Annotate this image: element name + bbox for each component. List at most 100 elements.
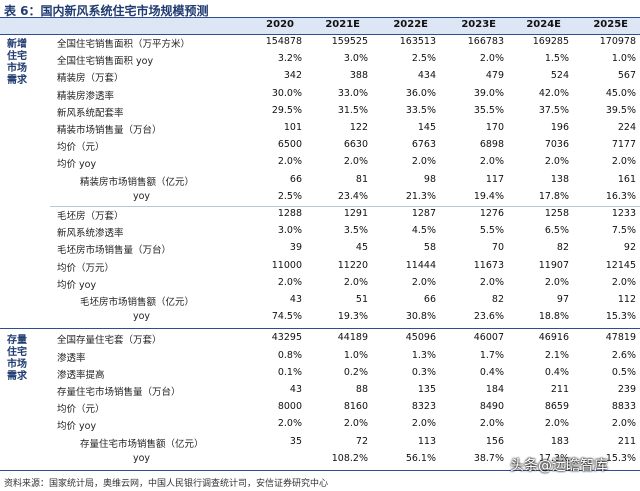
row-label: 渗透率 [57, 352, 86, 364]
cell: 51 [355, 294, 368, 305]
cell: 17.3% [538, 452, 569, 464]
cell: 2.0% [479, 156, 504, 168]
cell: 3.2% [277, 53, 302, 65]
cell: 1288 [277, 208, 302, 219]
cell: 163513 [399, 36, 436, 47]
cell: 7.5% [611, 225, 636, 237]
column-header: 2023E [461, 19, 496, 30]
cell: 56.1% [405, 452, 436, 464]
cell: 0.3% [411, 366, 436, 378]
cell: 6763 [411, 139, 436, 151]
row-label: 毛坯房市场销售额（亿元） [80, 297, 195, 308]
cell: 11220 [337, 259, 368, 271]
cell: 156 [485, 435, 504, 447]
cell: 117 [485, 173, 504, 185]
cell: 43 [289, 294, 302, 305]
cell: 8490 [479, 401, 504, 413]
cell: 1.0% [611, 53, 636, 65]
cell: 15.3% [605, 311, 636, 323]
cell: 2.5% [277, 190, 302, 202]
cell: 1233 [611, 208, 636, 219]
cell: 6500 [277, 139, 302, 151]
cell: 74.5% [271, 311, 302, 323]
table-row: yoy 2.5% 23.4% 21.3% 19.4% 17.8% 16.3% [0, 189, 640, 206]
cell: 2.6% [611, 349, 636, 361]
cell: 211 [550, 384, 569, 395]
cell: 135 [417, 384, 436, 395]
cell: 43295 [271, 332, 302, 344]
table-row: yoy 108.2% 56.1% 38.7% 17.3% 15.3% [0, 451, 640, 468]
cell: 6898 [479, 139, 504, 151]
group-label: 存量住宅市场需求 [7, 335, 27, 383]
cell: 434 [417, 70, 436, 82]
column-header: 2025E [593, 19, 628, 30]
cell: 0.4% [479, 366, 504, 378]
cell: 43 [289, 384, 302, 395]
row-label: 均价 yoy [57, 159, 97, 171]
row-label: 新风系统渗透率 [57, 228, 124, 240]
cell: 2.0% [544, 418, 569, 430]
cell: 31.5% [337, 104, 368, 116]
cell: 35.5% [473, 104, 504, 116]
row-label: 渗透率提高 [57, 369, 105, 381]
cell: 479 [485, 70, 504, 82]
column-header: 2020 [266, 19, 294, 30]
row-label: 均价（元） [57, 142, 105, 154]
table-row: 毛坯房市场销售量（万台） 39 45 58 70 82 92 [0, 240, 640, 257]
cell: 2.0% [343, 276, 368, 288]
cell: 1276 [479, 208, 504, 219]
table-row: 精装房渗透率 30.0% 33.0% 36.0% 39.0% 42.0% 45.0% [0, 86, 640, 103]
divider [50, 206, 640, 207]
row-label: 均价 yoy [57, 421, 97, 433]
cell: 2.0% [544, 156, 569, 168]
table-row: 毛坯房市场销售额（亿元） 43 51 66 82 97 112 [0, 292, 640, 309]
cell: 2.0% [277, 156, 302, 168]
cell: 145 [417, 122, 436, 133]
table-row: 均价（元） 6500 6630 6763 6898 7036 7177 [0, 137, 640, 154]
cell: 2.1% [544, 349, 569, 361]
cell: 38.7% [473, 452, 504, 464]
cell: 166783 [467, 36, 504, 47]
cell: 2.0% [611, 156, 636, 168]
cell: 19.4% [473, 190, 504, 202]
cell: 2.5% [411, 53, 436, 65]
row-label: yoy [133, 190, 151, 202]
cell: 170 [485, 122, 504, 133]
table-row: yoy 74.5% 19.3% 30.8% 23.6% 18.8% 15.3% [0, 309, 640, 326]
cell: 3.5% [343, 225, 368, 237]
table-row: 毛坯房（万套） 1288 1291 1287 1276 1258 1233 [0, 206, 640, 223]
table-row: 均价 yoy 2.0% 2.0% 2.0% 2.0% 2.0% 2.0% [0, 275, 640, 292]
cell: 66 [289, 173, 302, 185]
cell: 2.0% [611, 276, 636, 288]
cell: 88 [355, 384, 368, 395]
table-row: 新风系统配套率 29.5% 31.5% 33.5% 35.5% 37.5% 39.5% [0, 103, 640, 120]
cell: 524 [550, 70, 569, 82]
cell: 1.7% [479, 349, 504, 361]
cell: 2.0% [479, 53, 504, 65]
cell: 0.1% [277, 366, 302, 378]
cell: 3.0% [343, 53, 368, 65]
cell: 36.0% [405, 87, 436, 99]
cell: 92 [623, 242, 636, 254]
cell: 7177 [611, 139, 636, 151]
cell: 8323 [411, 401, 436, 413]
column-header: 2021E [325, 19, 360, 30]
cell: 2.0% [479, 418, 504, 430]
table-row: 精装房（万套） 342 388 434 479 524 567 [0, 68, 640, 85]
cell: 154878 [265, 36, 302, 47]
cell: 2.0% [343, 156, 368, 168]
cell: 0.8% [277, 349, 302, 361]
cell: 45.0% [605, 87, 636, 99]
table-row: 均价 yoy 2.0% 2.0% 2.0% 2.0% 2.0% 2.0% [0, 416, 640, 433]
cell: 82 [556, 242, 569, 254]
cell: 33.5% [405, 104, 436, 116]
row-label: 毛坯房（万套） [57, 211, 124, 222]
cell: 35 [289, 435, 302, 447]
cell: 388 [349, 70, 368, 82]
cell: 23.4% [337, 190, 368, 202]
cell: 2.0% [411, 156, 436, 168]
cell: 37.5% [538, 104, 569, 116]
cell: 39.5% [605, 104, 636, 116]
row-label: 均价（万元） [57, 262, 115, 274]
cell: 46916 [538, 332, 569, 344]
